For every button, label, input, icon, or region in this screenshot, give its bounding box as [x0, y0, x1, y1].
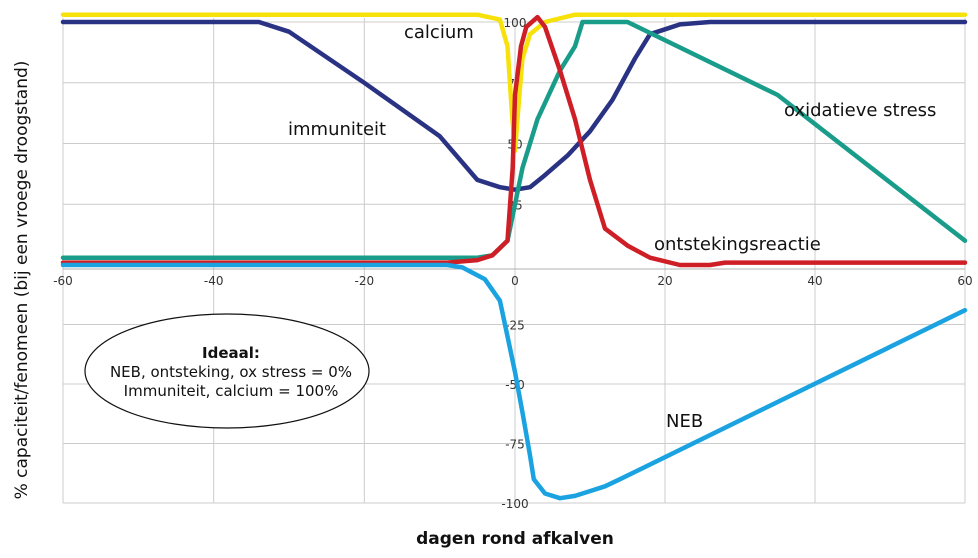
- series-line-neb: [60, 262, 968, 501]
- y-tick-label: -100: [501, 497, 528, 511]
- x-axis-label: dagen rond afkalven: [416, 529, 614, 549]
- x-tick-label: -60: [53, 274, 73, 288]
- y-tick-label: -75: [505, 438, 525, 452]
- ideal-note-title: Ideaal:: [202, 344, 260, 362]
- series-label-neb: NEB: [666, 411, 703, 432]
- series-lines: [60, 12, 968, 501]
- series-label-immuniteit: immuniteit: [288, 119, 386, 140]
- y-tick-label: -25: [505, 319, 525, 333]
- x-tick-label: 60: [957, 274, 972, 288]
- ideal-note-line-1: NEB, ontsteking, ox stress = 0%: [110, 363, 352, 381]
- series-label-calcium: calcium: [404, 22, 474, 43]
- x-tick-label: 0: [511, 274, 519, 288]
- y-tick-label: 100: [504, 16, 527, 30]
- series-label-ontstekingsreactie: ontstekingsreactie: [654, 234, 821, 255]
- series-label-oxidatieve-stress: oxidatieve stress: [784, 100, 936, 121]
- ideal-note-line-2: Immuniteit, calcium = 100%: [124, 382, 339, 400]
- ideal-note-ellipse: [84, 313, 370, 429]
- y-axis-label: % capaciteit/fenomeen (bij een vroege dr…: [12, 61, 32, 500]
- series-line-calcium: [60, 12, 968, 154]
- x-tick-label: -20: [355, 274, 375, 288]
- series-line-immuniteit: [60, 19, 968, 192]
- x-tick-label: 40: [807, 274, 822, 288]
- x-tick-label: -40: [204, 274, 224, 288]
- ideal-note: Ideaal: NEB, ontsteking, ox stress = 0% …: [84, 313, 370, 429]
- series-line-ontstekingsreactie: [60, 14, 968, 268]
- x-tick-label: 20: [657, 274, 672, 288]
